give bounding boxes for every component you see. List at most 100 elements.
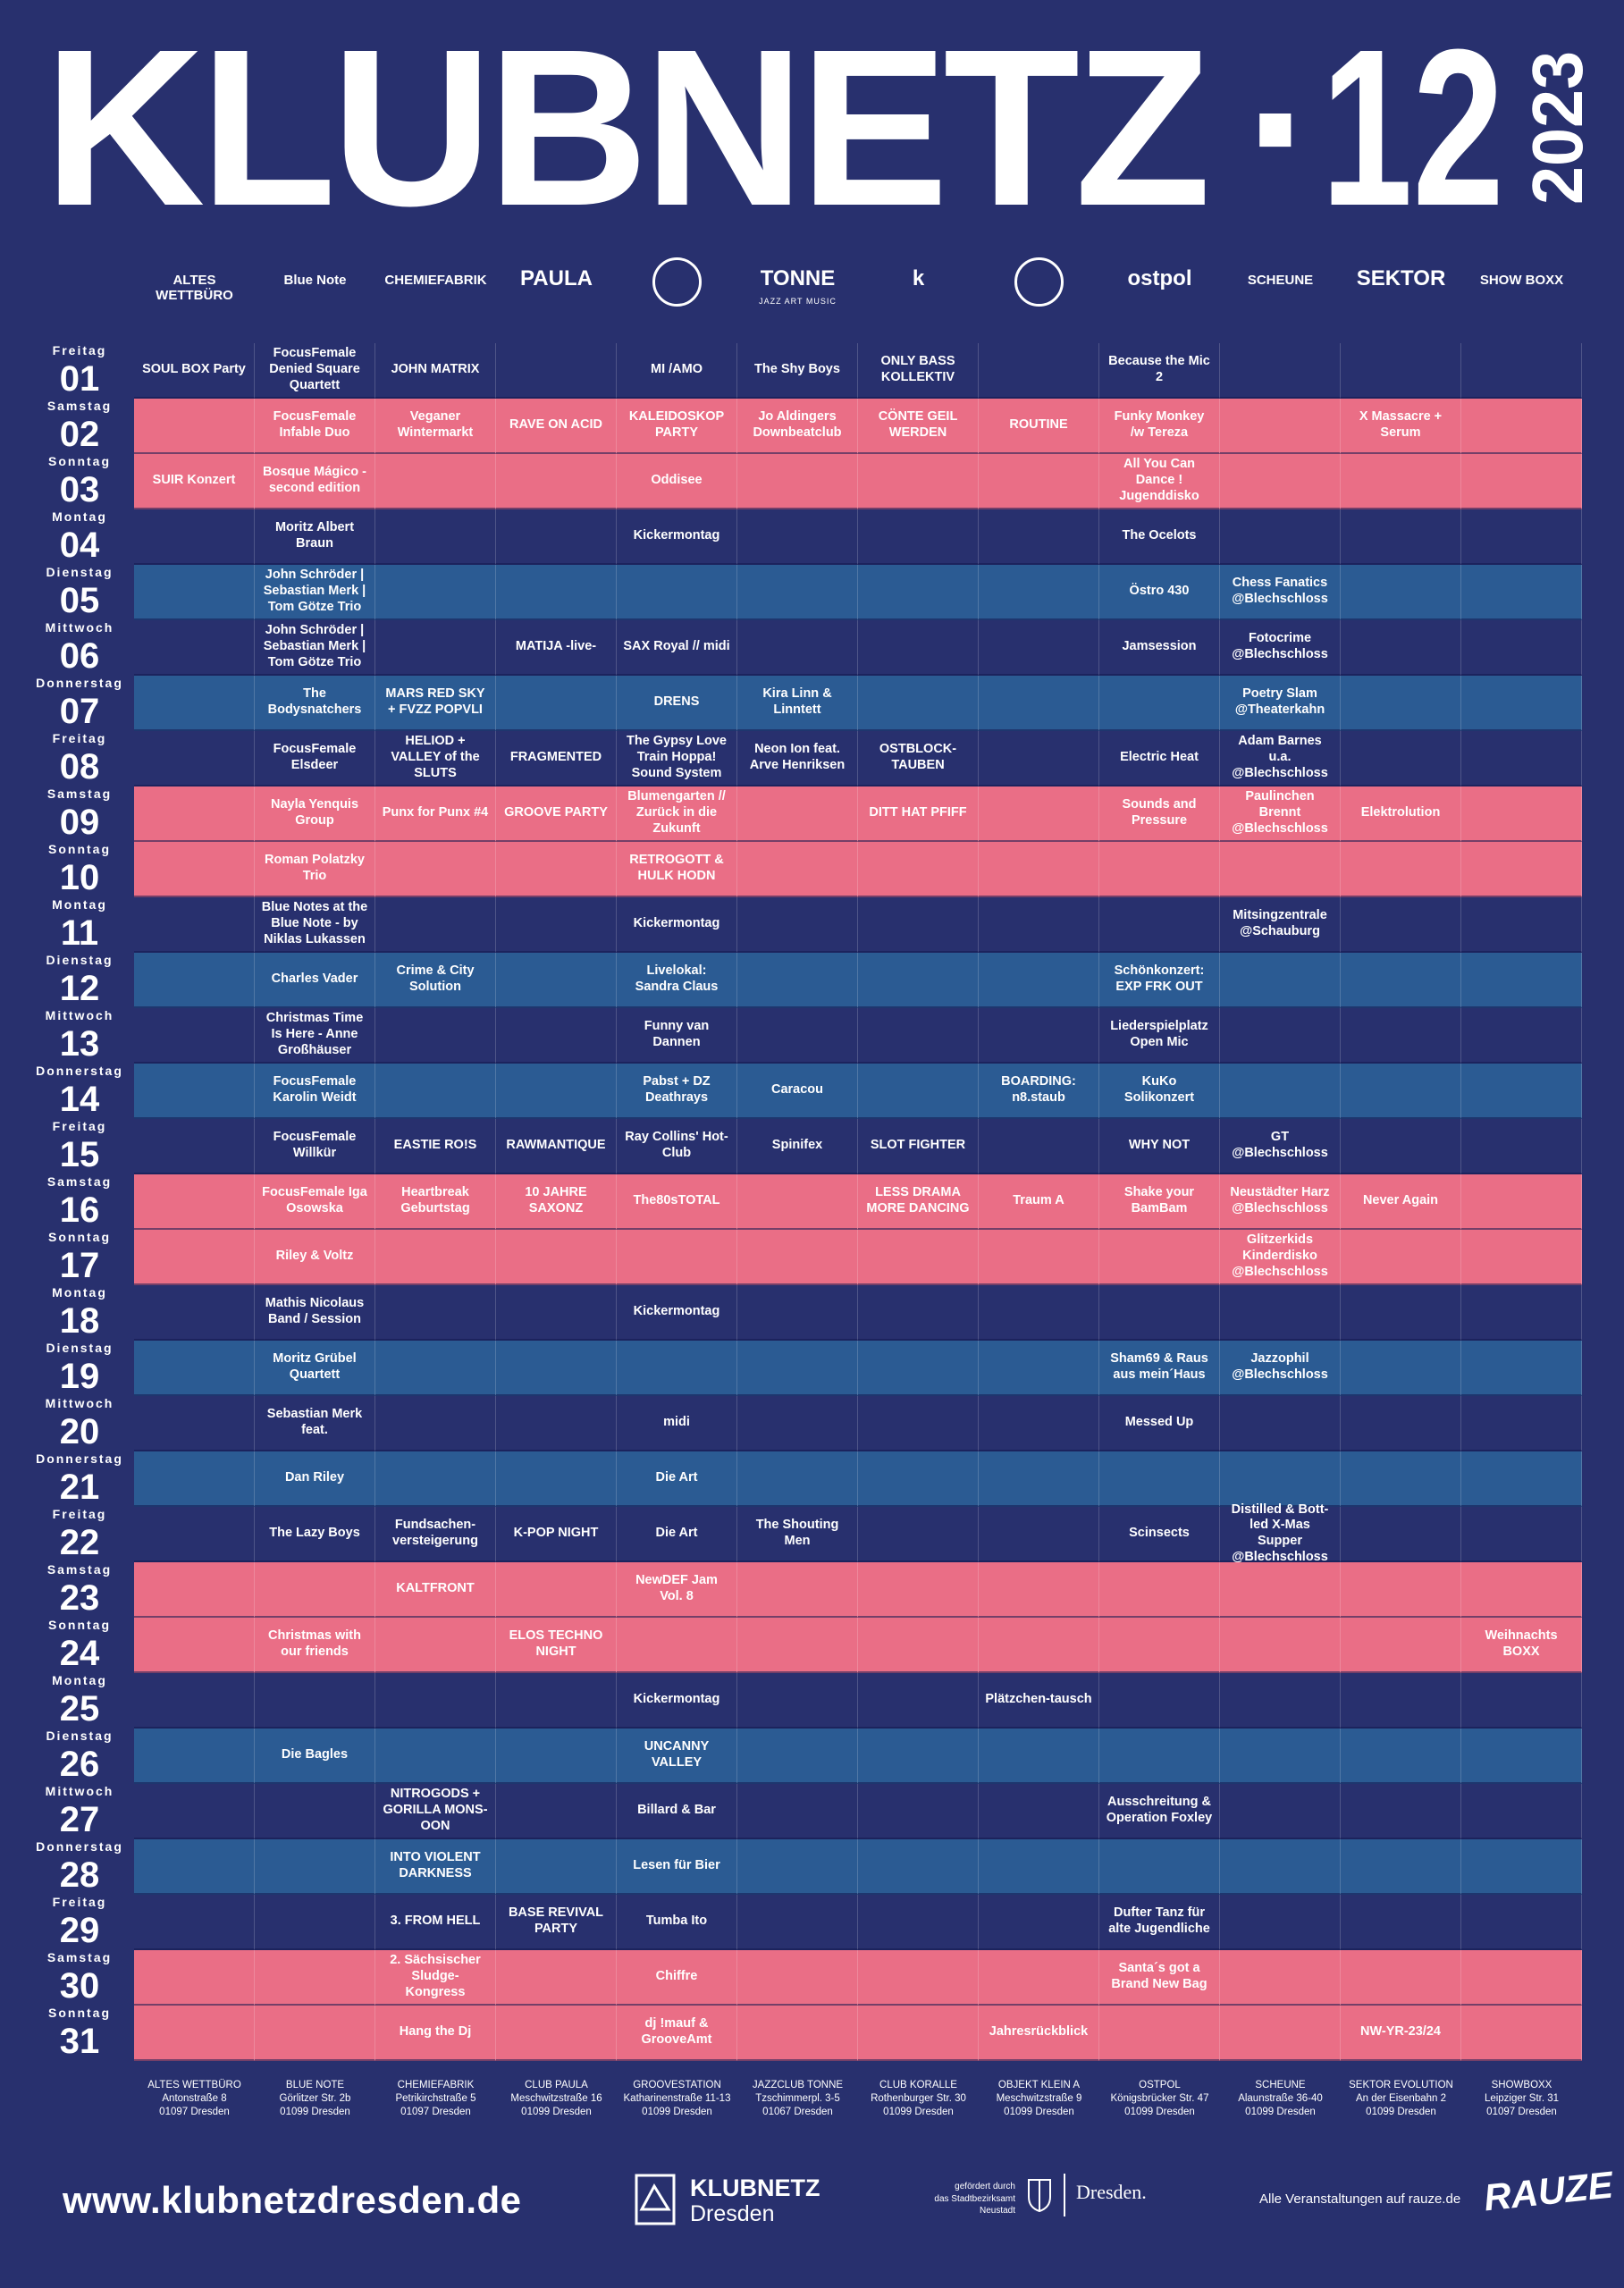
divider: [1064, 2174, 1065, 2216]
event-cell: [858, 1950, 979, 2006]
event-cell: [1461, 1673, 1582, 1729]
event-name: Ray Collins' Hot-Club: [625, 1130, 728, 1160]
event-cell: SAX Royal // midi: [617, 620, 737, 676]
event-cell: FocusFemale Denied Square Quartett: [255, 343, 375, 399]
event-cell: [737, 1895, 858, 1950]
venue-name: SEKTOR EVOLUTION: [1349, 2080, 1453, 2090]
event-cell: [858, 509, 979, 565]
event-name: Traum A: [1013, 1193, 1064, 1208]
weekday: Samstag: [46, 1174, 113, 1189]
event-name: Neon Ion feat. Arve Henriksen: [749, 742, 846, 772]
event-cell: Weihnachts BOXX: [1461, 1618, 1582, 1673]
event-cell: [1461, 1230, 1582, 1285]
event-name: dj !mauf & GrooveAmt: [641, 2016, 712, 2047]
event-cell: The Bodysnatchers: [255, 676, 375, 731]
event-cell: Jo Aldingers Downbeatclub: [737, 399, 858, 454]
event-name: INTO VIOLENT DARKNESS: [390, 1850, 481, 1880]
event-cell: [1341, 1451, 1461, 1507]
event-cell: [737, 1341, 858, 1396]
event-cell: [134, 897, 255, 953]
event-cell: [858, 1673, 979, 1729]
event-cell: GROOVE PARTY: [496, 786, 617, 842]
event-cell: [858, 1341, 979, 1396]
event-cell: Fundsachen-versteigerung: [375, 1507, 496, 1562]
day-number: 20: [59, 1412, 100, 1451]
event-cell: [979, 1562, 1099, 1618]
venue-city: 01099 Dresden: [1245, 2106, 1316, 2117]
event-cell: Jahresrückblick: [979, 2006, 1099, 2061]
event-name: EASTIE RO!S: [393, 1138, 477, 1153]
venue-name: CHEMIEFABRIK: [397, 2080, 475, 2090]
event-cell: [737, 1729, 858, 1784]
event-cell: [134, 2006, 255, 2061]
day-number: 07: [59, 692, 100, 731]
venue-address: SHOWBOXX Leipziger Str. 31 01097 Dresden: [1461, 2079, 1582, 2119]
event-cell: [737, 786, 858, 842]
event-cell: WHY NOT: [1099, 1119, 1220, 1174]
event-cell: [858, 1839, 979, 1895]
event-cell: [134, 1784, 255, 1839]
event-cell: [496, 1729, 617, 1784]
event-name: JOHN MATRIX: [391, 362, 480, 377]
event-cell: The80sTOTAL: [617, 1174, 737, 1230]
weekday: Sonntag: [48, 1230, 111, 1244]
event-cell: KALTFRONT: [375, 1562, 496, 1618]
event-cell: Scinsects: [1099, 1507, 1220, 1562]
event-cell: [375, 1285, 496, 1341]
weekday: Mittwoch: [45, 1008, 114, 1022]
event-cell: Chess Fanatics @Blechschloss: [1220, 565, 1341, 620]
day-number: 12: [59, 969, 100, 1008]
event-cell: ELOS TECHNO NIGHT: [496, 1618, 617, 1673]
event-cell: [979, 786, 1099, 842]
event-name: Christmas with our friends: [268, 1628, 361, 1659]
day-number: 21: [59, 1468, 100, 1507]
event-cell: [979, 1839, 1099, 1895]
day-number: 27: [59, 1800, 100, 1839]
event-cell: [1220, 1562, 1341, 1618]
day-number: 22: [59, 1523, 100, 1562]
event-cell: Moritz Grübel Quartett: [255, 1341, 375, 1396]
event-cell: [1461, 343, 1582, 399]
event-cell: [617, 1230, 737, 1285]
event-name: Blumengarten // Zurück in die Zukunft: [627, 789, 726, 836]
event-cell: [737, 454, 858, 509]
event-name: Adam Barnes u.a. @Blechschloss: [1232, 734, 1328, 780]
event-cell: [858, 1008, 979, 1064]
venue-logo: SHOW BOXX: [1479, 273, 1564, 288]
day-number: 28: [59, 1855, 100, 1895]
day-number: 31: [59, 2022, 100, 2061]
venue-logo: Blue Note: [283, 273, 347, 288]
event-cell: [1461, 1396, 1582, 1451]
event-name: FocusFemale Karolin Weidt: [273, 1074, 357, 1105]
event-cell: Livelokal: Sandra Claus: [617, 953, 737, 1008]
event-cell: [134, 1839, 255, 1895]
event-cell: Nayla Yenquis Group: [255, 786, 375, 842]
event-name: Heartbreak Geburtstag: [400, 1185, 470, 1216]
event-cell: [737, 1562, 858, 1618]
event-name: UNCANNY VALLEY: [644, 1739, 710, 1770]
event-cell: [375, 565, 496, 620]
event-cell: [858, 454, 979, 509]
event-cell: [134, 786, 255, 842]
event-cell: Mitsingzentrale @Schauburg: [1220, 897, 1341, 953]
event-name: Pabst + DZ Deathrays: [643, 1074, 711, 1105]
event-cell: Ausschreitung & Operation Foxley: [1099, 1784, 1220, 1839]
event-cell: [1461, 1895, 1582, 1950]
event-cell: [737, 1673, 858, 1729]
event-cell: EASTIE RO!S: [375, 1119, 496, 1174]
event-cell: [1099, 2006, 1220, 2061]
venue-city: 01099 Dresden: [280, 2106, 350, 2117]
venue-name: BLUE NOTE: [285, 2080, 345, 2090]
day-number: 19: [59, 1357, 100, 1396]
event-name: Sebastian Merk feat.: [266, 1407, 363, 1437]
event-cell: [134, 1174, 255, 1230]
event-name: SLOT FIGHTER: [870, 1138, 966, 1153]
event-name: Shake your BamBam: [1123, 1185, 1195, 1216]
event-cell: [737, 565, 858, 620]
event-cell: Santa´s got a Brand New Bag: [1099, 1950, 1220, 2006]
event-name: Charles Vader: [271, 972, 358, 987]
event-cell: [1220, 343, 1341, 399]
venue-city: 01099 Dresden: [883, 2106, 954, 2117]
event-name: Blue Notes at the Blue Note - by Niklas …: [261, 900, 368, 946]
event-name: Scinsects: [1129, 1526, 1190, 1541]
